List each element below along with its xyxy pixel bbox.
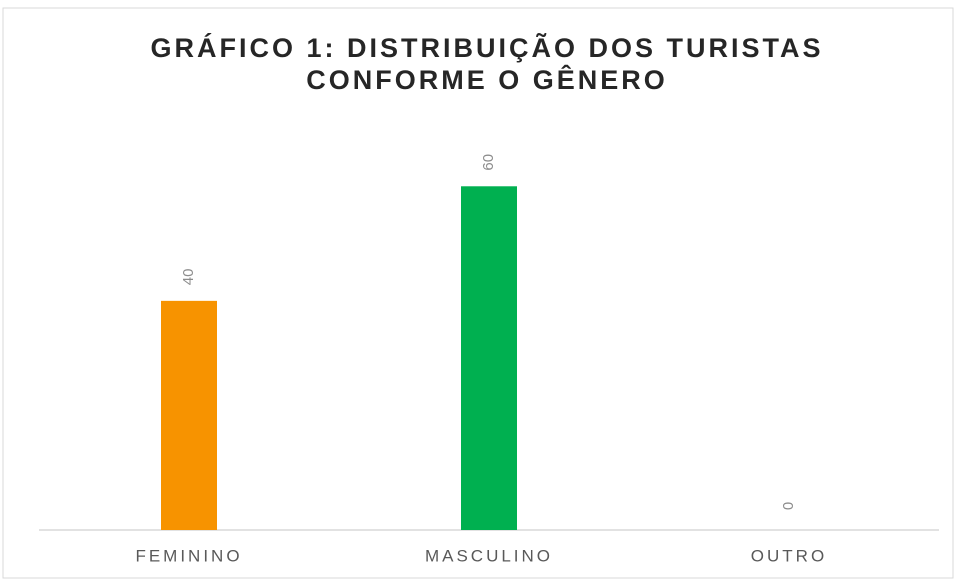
data-label: 40 xyxy=(180,269,197,286)
bar xyxy=(461,186,517,531)
x-tick-label: OUTRO xyxy=(751,546,827,565)
data-label: 60 xyxy=(480,154,497,171)
x-tick-label: MASCULINO xyxy=(425,546,553,565)
chart-title: GRÁFICO 1: DISTRIBUIÇÃO DOS TURISTAS xyxy=(150,32,823,63)
x-tick-label: FEMININO xyxy=(135,546,242,565)
data-label: 0 xyxy=(780,502,797,510)
bar xyxy=(161,300,217,530)
chart-title: CONFORME O GÊNERO xyxy=(306,64,668,95)
